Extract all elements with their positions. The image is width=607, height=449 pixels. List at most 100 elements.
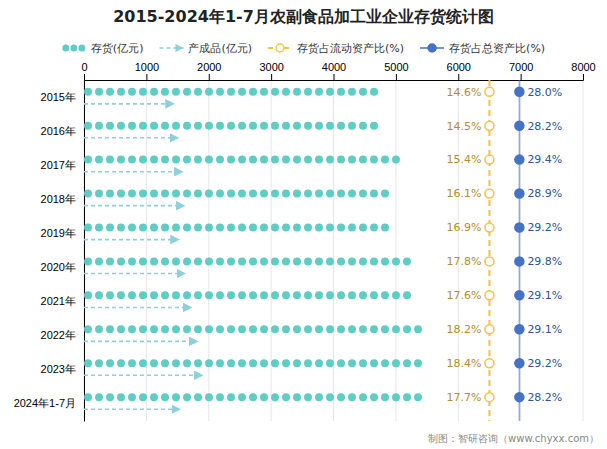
x-tick-line [396,74,397,80]
ratio-point [515,291,524,300]
data-label: 28.0% [527,86,562,99]
bar [88,156,398,164]
data-label: 29.1% [527,289,562,302]
legend-symbol [62,45,69,52]
y-tick-label: 2019年 [41,227,76,239]
bar [88,190,391,198]
data-label: 16.9% [446,221,481,234]
grid-line [520,80,521,421]
x-tick-label: 3000 [259,61,283,73]
legend-item: 存货占流动资产比(%) [268,42,404,55]
bar [88,257,417,265]
x-tick: 5000 [384,61,408,80]
plot-area [84,80,524,421]
legend-label: 产成品(亿元) [188,42,252,55]
bar [84,103,170,105]
x-tick-line [146,74,147,80]
y-tick-label: 2018年 [41,193,76,205]
reference-line [519,80,521,421]
title: 2015-2024年1-7月农副食品加工业企业存货统计图 [113,7,494,26]
bar [84,239,175,241]
legend-swatch [420,44,444,52]
bar [88,122,384,130]
y-tick-label: 2017年 [41,159,76,171]
bar [88,291,413,299]
y-tick-label: 2020年 [41,261,76,273]
data-label: 29.2% [527,221,562,234]
legend-item: 存货占总资产比(%) [420,42,545,55]
grid-line [271,80,272,421]
x-tick-label: 4000 [322,61,346,73]
data-label: 18.2% [446,323,481,336]
data-label: 29.2% [527,357,562,370]
x-tick: 1000 [135,61,159,80]
data-label: 17.8% [446,255,481,268]
x-tick-label: 0 [81,61,87,73]
bar [88,393,424,401]
ratio-point [485,87,494,96]
data-label: 14.5% [446,120,481,133]
y-tick-label: 2023年 [41,363,76,375]
y-tick: 2021年 [41,295,84,307]
grid [84,80,583,421]
data-label: 29.1% [527,323,562,336]
ratio-point [485,359,494,368]
ratio-point [485,189,494,198]
bar [84,307,188,309]
legend-item: 产成品(亿元) [159,42,252,55]
y-tick-label: 2024年1-7月 [14,397,76,409]
ratio-point [485,121,494,130]
grid-line [84,80,85,421]
ratio-point [485,325,494,334]
legend-symbol [70,45,77,52]
reference-line [488,80,490,421]
bar [84,375,199,377]
legend-symbol [175,44,183,52]
bar [84,273,181,275]
x-tick-line [458,74,459,80]
x-tick-label: 5000 [384,61,408,73]
x-tick-label: 8000 [571,61,595,73]
data-label: 17.7% [446,391,481,404]
data-label: 29.4% [527,153,562,166]
x-tick-label: 7000 [509,61,533,73]
x-tick-line [334,74,335,80]
chart: 0100020003000400050006000700080002015年20… [0,0,607,449]
data-label: 28.9% [527,187,562,200]
ratio-point [485,393,494,402]
data-label: 28.2% [527,391,562,404]
ratio-point [515,223,524,232]
data-label: 28.2% [527,120,562,133]
y-axis-line [84,81,85,422]
ratio-point [515,155,524,164]
legend-label: 存货占总资产比(%) [449,42,545,55]
x-tick: 2000 [197,61,221,80]
x-tick: 8000 [571,61,595,80]
grid-line [146,80,147,421]
ratio-point [485,291,494,300]
y-tick-label: 2021年 [41,295,76,307]
x-tick-line [84,74,85,80]
annotation: 制图：智研咨询（www.chyxx.com） [428,433,599,444]
bar [84,341,194,343]
ratio-point [515,393,524,402]
legend-swatch [268,44,292,52]
grid-line [333,80,334,421]
legend-swatch [159,44,183,52]
bar [88,223,394,231]
ratio-point [485,155,494,164]
legend-item: 存货(亿元) [62,42,143,55]
bar [84,171,179,173]
x-tick-line [583,74,584,80]
y-axis: 2015年2016年2017年2018年2019年2020年2021年2022年… [14,81,85,422]
bar [88,359,429,367]
y-tick: 2019年 [41,227,84,239]
legend-label: 存货占流动资产比(%) [297,42,404,55]
data-label: 18.4% [446,357,481,370]
y-tick: 2017年 [41,159,84,171]
ratio-point [515,325,524,334]
ratio-point [515,189,524,198]
x-tick-label: 6000 [447,61,471,73]
bar [88,325,427,333]
data-label: 16.1% [446,187,481,200]
